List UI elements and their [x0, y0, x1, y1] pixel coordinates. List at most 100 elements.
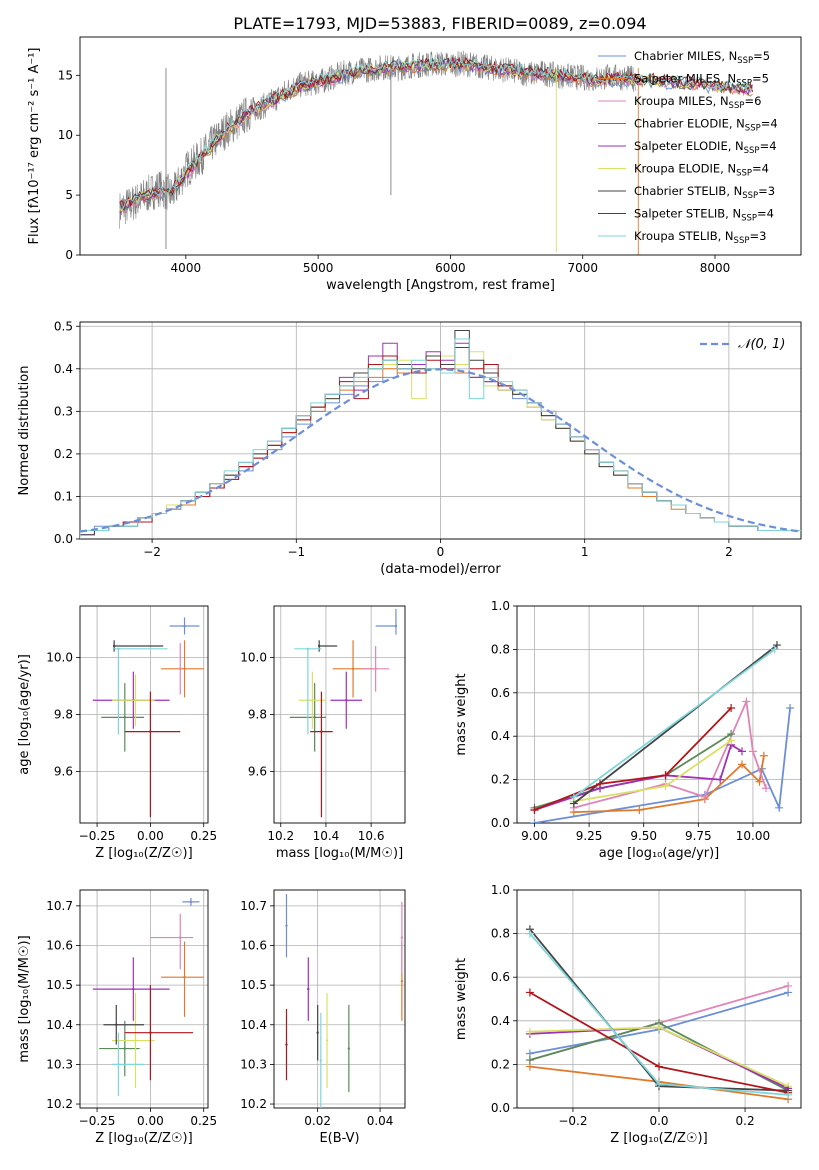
residuals-xtick-label: 0 [437, 545, 445, 559]
series-marker-chab_stelib [772, 641, 781, 650]
massweight_vs_age-frame [516, 605, 802, 824]
series-marker-salp_elodie [716, 775, 725, 784]
spectrum-xtick-label: 5000 [303, 261, 334, 275]
residuals-ylabel: Normed distribution [17, 366, 32, 496]
data-point-krou_miles [179, 667, 182, 671]
data-point-salp_stelib [320, 730, 323, 733]
mass_vs_Z-xtick-label: −0.25 [79, 1114, 116, 1128]
data-point-salp_miles [400, 979, 404, 983]
data-point-chab_stelib [317, 644, 321, 648]
series-marker-salp_stelib [525, 988, 534, 997]
mass_vs_Z-ylabel: mass [log₁₀(M/M☉)] [17, 935, 32, 1062]
mass_vs_Z-frame [79, 889, 209, 1109]
legend-entry-salp_miles: Salpeter MILES, NSSP=5 [634, 72, 769, 89]
series-marker-salp_miles [755, 777, 764, 786]
age_vs_Z-xtick-label: 0.25 [190, 829, 217, 843]
data-point-chab_miles [189, 900, 193, 904]
residuals-ytick-label: 0.4 [54, 362, 73, 376]
massweight_vs_age-xtick-label: 9.00 [521, 829, 548, 843]
massweight_vs_age-xtick-label: 9.50 [630, 829, 657, 843]
series-marker-salp_miles [635, 805, 644, 814]
series-marker-krou_elodie [727, 736, 736, 745]
mass_vs_Z-ytick-label: 10.3 [46, 1057, 73, 1071]
series-marker-chab_miles [530, 819, 539, 823]
massweight_vs_Z-ytick-label: 0.2 [491, 1057, 510, 1071]
residuals-ytick-label: 0.0 [54, 532, 73, 546]
data-point-salp_miles [183, 667, 186, 671]
massweight_vs_age-ytick-label: 0.6 [491, 686, 510, 700]
mass_vs_Z-xlabel: Z [log₁₀(Z/Z☉)] [95, 1131, 192, 1146]
series-line-krou_miles [573, 698, 767, 809]
series-marker-chab_miles [775, 803, 784, 812]
massweight_vs_Z-ylabel: mass weight [454, 958, 469, 1040]
spectrum-ytick-label: 5 [65, 188, 73, 202]
age_vs_Z-xtick-label: 0.00 [137, 829, 164, 843]
spectrum-ytick-label: 15 [58, 68, 73, 82]
age_vs_Z-frame [79, 605, 209, 824]
series-marker-krou_stelib [770, 645, 779, 654]
mass_vs_EBV-xtick-label: 0.02 [304, 1114, 331, 1128]
massweight_vs_Z-xtick-label: 0.2 [736, 1114, 755, 1128]
data-point-salp_stelib [285, 1043, 288, 1046]
mass_vs_Z-plot [92, 897, 204, 1097]
residuals-ytick-label: 0.2 [54, 447, 73, 461]
massweight_vs_age-ytick-label: 0.2 [491, 773, 510, 787]
age_vs_Z-ytick-label: 10.0 [46, 650, 73, 664]
series-marker-krou_stelib [525, 929, 534, 938]
massweight_vs_Z-xtick-label: 0.0 [649, 1114, 668, 1128]
legend-entry-salp_stelib: Salpeter STELIB, NSSP=4 [634, 207, 774, 224]
mass_vs_Z-ytick-label: 10.4 [46, 1018, 73, 1032]
series-marker-krou_stelib [569, 792, 578, 801]
age_vs_Z-plot [92, 617, 204, 818]
data-point-chab_miles [394, 624, 398, 628]
series-marker-krou_stelib [784, 1090, 793, 1099]
series-marker-krou_miles [742, 697, 751, 706]
series-marker-krou_stelib [655, 1080, 663, 1089]
mass_vs_EBV-frame [273, 889, 406, 1109]
residuals-ytick-label: 0.1 [54, 489, 73, 503]
age_vs_Z-xlabel: Z [log₁₀(Z/Z☉)] [95, 846, 192, 861]
series-marker-krou_miles [762, 784, 771, 793]
series-marker-krou_elodie [525, 1027, 534, 1036]
mass_vs_Z-ytick-label: 10.5 [46, 978, 73, 992]
massweight_vs_age-xtick-label: 10.00 [736, 829, 770, 843]
spectrum-xtick-label: 4000 [171, 261, 202, 275]
data-point-chab_elodie [347, 1047, 351, 1050]
spectrum-xtick-label: 6000 [435, 261, 466, 275]
massweight_vs_age-ytick-label: 0.8 [491, 642, 510, 656]
mass_vs_EBV-xlabel: E(B-V) [319, 1131, 359, 1146]
massweight_vs_age-ytick-label: 0.0 [491, 816, 510, 830]
series-marker-chab_elodie [525, 1056, 534, 1065]
legend-entry-krou_elodie: Kroupa ELODIE, NSSP=4 [634, 162, 769, 179]
legend-entry-chab_miles: Chabrier MILES, NSSP=5 [634, 49, 770, 66]
series-marker-salp_stelib [661, 771, 670, 780]
residuals-ytick-label: 0.5 [54, 319, 73, 333]
data-point-chab_stelib [316, 1031, 319, 1034]
mass_vs_EBV-axes: 0.02 0.04 10.2 10.3 10.4 10.5 10.6 10.7 E(B-V) [240, 889, 406, 1146]
data-point-salp_elodie [307, 987, 310, 991]
mass_vs_EBV-ytick-label: 10.3 [240, 1057, 267, 1071]
residuals-xtick-label: 1 [581, 545, 589, 559]
data-point-chab_miles [183, 624, 186, 628]
massweight_vs_age-ytick-label: 1.0 [491, 599, 510, 613]
residuals-ytick-label: 0.3 [54, 404, 73, 418]
age_vs_mass-xtick-label: 10.2 [267, 829, 294, 843]
data-point-krou_miles [179, 936, 182, 939]
data-point-krou_elodie [134, 699, 137, 702]
legend-entry-normal: 𝒩(0, 1) [738, 337, 785, 352]
age_vs_Z-xtick-label: −0.25 [79, 829, 116, 843]
spectrum-model-line-krou_stelib [119, 56, 753, 211]
massweight_vs_Z-ytick-label: 1.0 [491, 883, 510, 897]
massweight_vs_age-plot [530, 641, 795, 823]
data-point-krou_miles [400, 936, 404, 939]
data-point-salp_stelib [149, 730, 152, 733]
series-marker-krou_miles [748, 747, 757, 756]
spectrum-frame [79, 36, 802, 256]
age_vs_Z-axes: −0.25 0.00 0.25 9.6 9.8 10.0 Z [log₁₀(Z/Z☉)] ag… [17, 605, 217, 861]
mass_vs_EBV-ytick-label: 10.6 [240, 938, 267, 952]
mass_vs_EBV-xtick-label: 0.04 [367, 1114, 394, 1128]
massweight_vs_Z-xlabel: Z [log₁₀(Z/Z☉)] [610, 1131, 707, 1146]
legend-entry-krou_miles: Kroupa MILES, NSSP=6 [634, 94, 761, 111]
data-point-chab_miles [285, 924, 288, 927]
